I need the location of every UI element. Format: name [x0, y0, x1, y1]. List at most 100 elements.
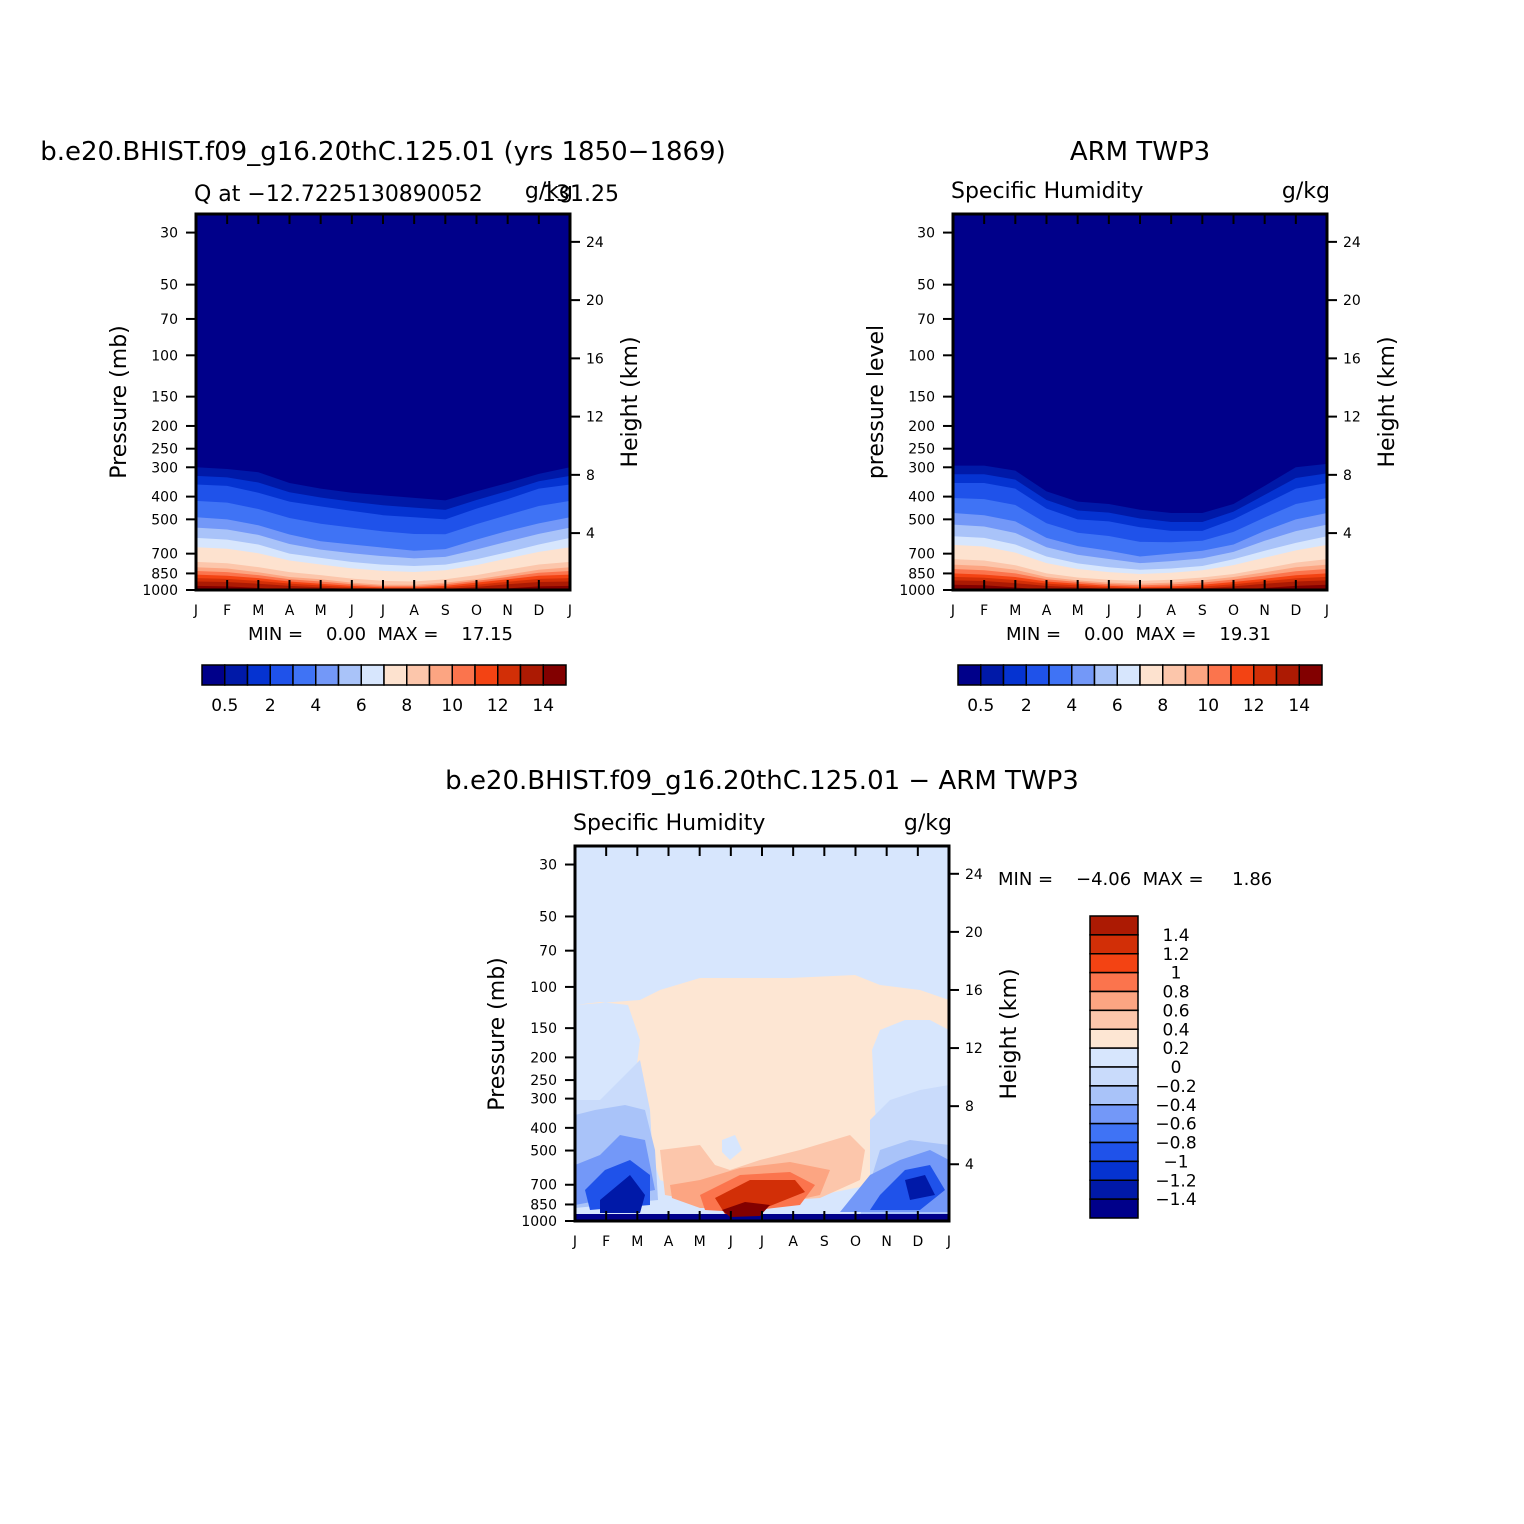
p2-y-tick-label: 30 — [917, 226, 935, 242]
p2-lb-box — [1207, 664, 1232, 686]
p3-x-tick-label: J — [946, 1234, 951, 1250]
p2-x-tick-label: N — [1259, 603, 1269, 619]
p2-x-tick-label: A — [1166, 603, 1176, 619]
p3-x-tick-label: O — [850, 1234, 861, 1250]
p3-lb-label: −1.4 — [1155, 1190, 1196, 1210]
panel-obs: ARM TWP3 Specific Humidity g/kg J F M A M J J A… — [864, 137, 1400, 716]
p2-lb-label: 8 — [1157, 696, 1168, 716]
p2-y-tick-label: 150 — [908, 390, 935, 406]
p3-y-tick-label: 300 — [530, 1092, 557, 1108]
p2-lb-box — [980, 664, 1005, 686]
p2-lb-box — [1116, 664, 1141, 686]
p1-lb-label: 0.5 — [211, 696, 238, 716]
p3-x-tick-label: J — [728, 1234, 733, 1250]
panel3-colorbar: 1.41.210.80.60.40.20−0.2−0.4−0.6−0.8−1−1… — [1089, 915, 1197, 1219]
p2-x-tick-label: A — [1042, 603, 1052, 619]
p3-lb-label: 0.2 — [1162, 1039, 1189, 1059]
p1-x-tick-label: J — [380, 603, 385, 619]
p3-lb-box — [1089, 934, 1139, 955]
p1-lb-box — [474, 664, 499, 686]
p2-lb-box — [1048, 664, 1073, 686]
p3-lb-label: 1.2 — [1162, 945, 1189, 965]
p2-lb-box — [1025, 664, 1050, 686]
p3-y-tick-label: 200 — [530, 1050, 557, 1066]
p1-lb-label: 6 — [356, 696, 367, 716]
p1-lb-box — [201, 664, 226, 686]
panel2-y-label-right: Height (km) — [1375, 336, 1400, 467]
p3-x-tick-label: M — [694, 1234, 706, 1250]
p1-lb-box — [406, 664, 431, 686]
p1-x-tick-label: A — [409, 603, 419, 619]
panel3-y-label: Pressure (mb) — [485, 957, 510, 1111]
p1-y-tick-label: 400 — [151, 490, 178, 506]
p3-x-tick-label: A — [664, 1234, 674, 1250]
p1-lb-box — [292, 664, 317, 686]
panel2-y-label: pressure level — [864, 325, 889, 479]
p3-y2-tick-label: 12 — [965, 1041, 983, 1057]
p2-lb-label: 2 — [1021, 696, 1032, 716]
panel2-minmax: MIN = 0.00 MAX = 19.31 — [1006, 624, 1271, 645]
diff-region-pos-14 — [722, 1202, 770, 1217]
p3-y-tick-label: 70 — [539, 944, 557, 960]
p2-y-tick-label: 300 — [908, 460, 935, 476]
p3-lb-label: −0.2 — [1155, 1077, 1196, 1097]
panel3-y-label-right: Height (km) — [997, 968, 1022, 1099]
p2-lb-box — [1002, 664, 1027, 686]
p3-y2-tick-label: 8 — [965, 1099, 974, 1115]
p2-lb-box — [1139, 664, 1164, 686]
panel1-y-label-right: Height (km) — [618, 336, 643, 467]
panel3-right-string: g/kg — [904, 811, 952, 836]
p2-y-tick-label: 850 — [908, 566, 935, 582]
p1-lb-box — [315, 664, 340, 686]
p3-y2-tick-label: 20 — [965, 925, 983, 941]
p1-lb-label: 12 — [487, 696, 509, 716]
p2-x-tick-label: O — [1228, 603, 1239, 619]
p1-x-tick-label: D — [533, 603, 544, 619]
p1-lb-label: 14 — [532, 696, 554, 716]
panel1-center-overlap: 131.25 — [542, 182, 619, 207]
p3-lb-label: 0.6 — [1162, 1001, 1189, 1021]
p3-lb-label: 0.4 — [1162, 1020, 1189, 1040]
p2-x-tick-label: J — [1106, 603, 1111, 619]
p3-y-tick-label: 700 — [530, 1178, 557, 1194]
p2-lb-box — [1230, 664, 1255, 686]
p1-lb-box — [246, 664, 271, 686]
panel1-title: b.e20.BHIST.f09_g16.20thC.125.01 (yrs 18… — [40, 137, 726, 167]
p2-lb-box — [1298, 664, 1323, 686]
p2-x-tick-label: J — [1137, 603, 1142, 619]
p3-lb-box — [1089, 1160, 1139, 1181]
panel-difference: b.e20.BHIST.f09_g16.20thC.125.01 − ARM T… — [445, 766, 1272, 1250]
p2-x-tick-label: D — [1290, 603, 1301, 619]
p1-y-tick-label: 250 — [151, 442, 178, 458]
p2-lb-label: 10 — [1197, 696, 1219, 716]
p1-lb-box — [542, 664, 567, 686]
p1-lb-box — [428, 664, 453, 686]
p1-y2-tick-label: 4 — [586, 526, 595, 542]
panel3-contour-field — [575, 846, 949, 1221]
p1-y-tick-label: 100 — [151, 348, 178, 364]
p1-lb-box — [383, 664, 408, 686]
p3-y2-tick-label: 4 — [965, 1157, 974, 1173]
p1-lb-box — [451, 664, 476, 686]
p2-x-tick-label: J — [1324, 603, 1329, 619]
p2-y-tick-label: 70 — [917, 312, 935, 328]
p1-y-tick-label: 150 — [151, 390, 178, 406]
p3-lb-box — [1089, 1122, 1139, 1144]
p1-x-tick-label: N — [502, 603, 512, 619]
p2-lb-label: 0.5 — [967, 696, 994, 716]
p2-lb-box — [957, 664, 982, 686]
p3-lb-box — [1089, 915, 1139, 936]
diff-region-hole — [722, 1135, 742, 1160]
panel1-right-string: g/kg — [525, 179, 573, 204]
p1-y-tick-label: 850 — [151, 566, 178, 582]
p3-lb-box — [1089, 1104, 1139, 1125]
p2-y-tick-label: 100 — [908, 348, 935, 364]
panel2-axes: J F M A M J J A S O N D J 30 50 70 100 150 200 250 300 400 500… — [899, 212, 1361, 619]
p3-x-tick-label: D — [912, 1234, 923, 1250]
p3-lb-box — [1089, 1028, 1139, 1049]
panel1-colorbar: 0.5 2 4 6 8 10 12 14 — [201, 664, 567, 716]
p1-y-tick-label: 50 — [160, 278, 178, 294]
p1-lb-label: 2 — [265, 696, 276, 716]
p3-x-tick-label: F — [602, 1234, 610, 1250]
